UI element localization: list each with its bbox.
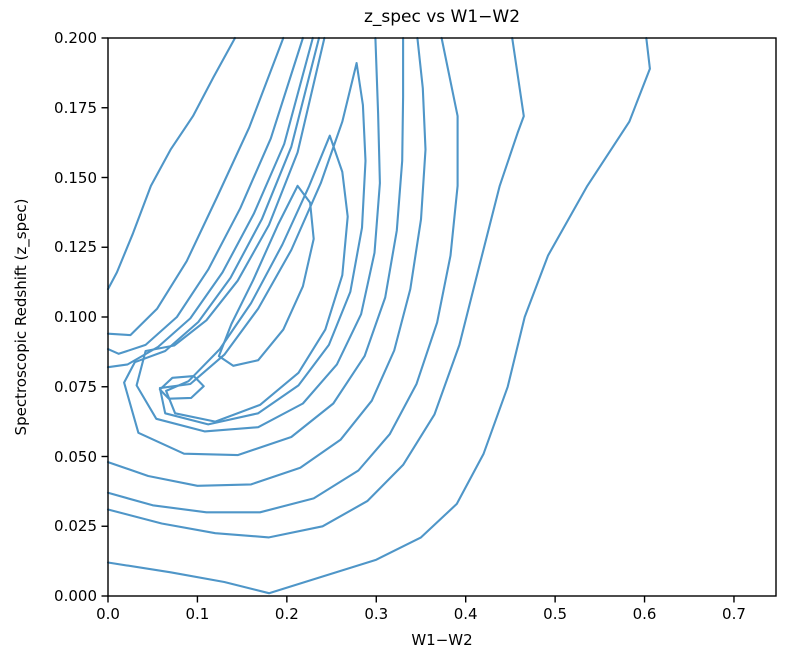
y-tick-label: 0.125 — [54, 238, 97, 257]
y-tick-label: 0.000 — [54, 587, 97, 605]
contour-line-level-4 — [106, 36, 304, 355]
contour-line-level-3 — [106, 36, 285, 337]
x-tick-label: 0.4 — [453, 605, 478, 623]
y-tick-label: 0.150 — [54, 168, 97, 187]
y-tick-label: 0.200 — [54, 29, 97, 47]
y-tick-label: 0.050 — [54, 447, 97, 466]
contour-line-level-9 — [217, 184, 315, 367]
tick-marks — [101, 37, 735, 603]
y-tick-label: 0.100 — [54, 308, 97, 326]
contour-lines — [106, 36, 651, 595]
contour-line-level-10 — [158, 375, 205, 400]
contour-line-level-5 — [106, 36, 314, 369]
x-tick-label: 0.1 — [185, 605, 210, 623]
x-tick-label: 0.5 — [543, 605, 568, 623]
chart-title: z_spec vs W1−W2 — [363, 7, 521, 27]
x-tick-label: 0.0 — [96, 605, 120, 623]
contour-line-level-8 — [165, 134, 349, 423]
plot-border — [107, 37, 777, 597]
contour-line-level-4 — [106, 36, 427, 487]
x-tick-label: 0.3 — [364, 605, 389, 623]
contour-line-level-7 — [158, 62, 367, 426]
contour-line-level-6 — [135, 36, 381, 433]
x-tick-label: 0.2 — [274, 605, 299, 623]
y-tick-label: 0.175 — [54, 98, 97, 117]
contour-line-level-1 — [106, 36, 651, 595]
y-axis-label: Spectroscopic Redshift (z_spec) — [12, 198, 30, 436]
contour-line-level-2 — [106, 36, 237, 291]
x-axis-label: W1−W2 — [411, 631, 473, 649]
x-tick-label: 0.6 — [632, 605, 657, 623]
y-tick-label: 0.075 — [54, 377, 97, 396]
contour-line-level-2 — [106, 36, 525, 539]
contour-line-level-3 — [106, 36, 459, 514]
contour-line-level-5 — [123, 36, 405, 457]
y-tick-label: 0.025 — [54, 517, 97, 536]
x-tick-label: 0.7 — [722, 605, 746, 623]
